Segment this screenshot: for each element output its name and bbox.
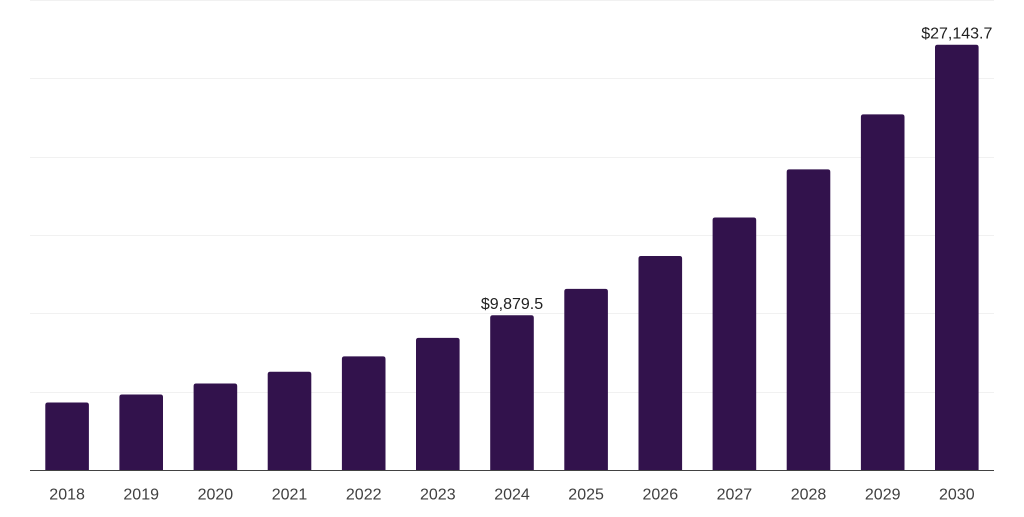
svg-text:2024: 2024 [494, 487, 530, 504]
svg-text:2030: 2030 [939, 487, 975, 504]
svg-text:$27,143.7: $27,143.7 [921, 26, 992, 43]
svg-text:2020: 2020 [198, 487, 234, 504]
svg-text:2021: 2021 [272, 487, 308, 504]
svg-text:2025: 2025 [568, 487, 604, 504]
svg-text:2018: 2018 [49, 487, 85, 504]
svg-text:2022: 2022 [346, 487, 382, 504]
svg-text:$9,879.5: $9,879.5 [481, 296, 543, 313]
svg-text:2027: 2027 [717, 487, 753, 504]
svg-text:2019: 2019 [123, 487, 159, 504]
svg-text:2026: 2026 [643, 487, 679, 504]
svg-text:2023: 2023 [420, 487, 456, 504]
svg-text:2029: 2029 [865, 487, 901, 504]
svg-text:2028: 2028 [791, 487, 827, 504]
